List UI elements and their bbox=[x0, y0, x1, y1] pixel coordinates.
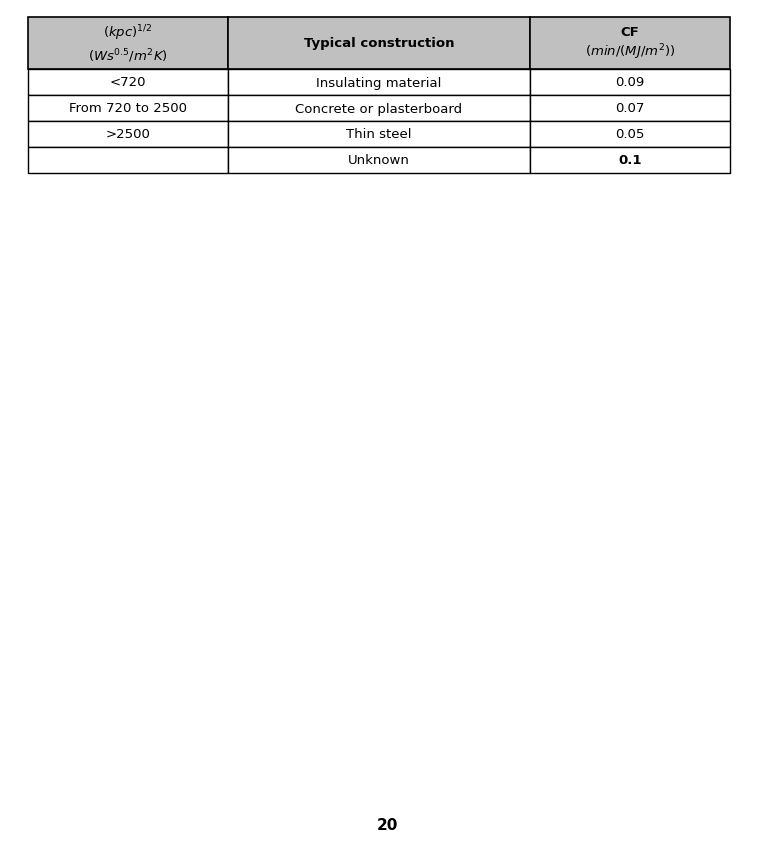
Text: Concrete or plasterboard: Concrete or plasterboard bbox=[295, 102, 463, 115]
Bar bbox=[530, 70, 730, 96]
Text: >2500: >2500 bbox=[105, 128, 150, 142]
Bar bbox=[228, 18, 530, 70]
Bar bbox=[228, 122, 530, 148]
Bar bbox=[530, 122, 730, 148]
Text: Insulating material: Insulating material bbox=[316, 77, 442, 90]
Text: 0.09: 0.09 bbox=[615, 77, 645, 90]
Text: $(kpc)^{1/2}$
$(Ws^{0.5}/m^{2}K)$: $(kpc)^{1/2}$ $(Ws^{0.5}/m^{2}K)$ bbox=[88, 23, 168, 65]
Text: <720: <720 bbox=[110, 77, 146, 90]
Bar bbox=[28, 96, 228, 122]
Text: 0.1: 0.1 bbox=[618, 154, 642, 167]
Text: 20: 20 bbox=[377, 817, 398, 833]
Bar bbox=[28, 148, 228, 174]
Bar bbox=[28, 122, 228, 148]
Text: From 720 to 2500: From 720 to 2500 bbox=[69, 102, 187, 115]
Text: CF
$(min/(MJ/m^{2}))$: CF $(min/(MJ/m^{2}))$ bbox=[584, 26, 675, 62]
Bar bbox=[28, 18, 228, 70]
Bar bbox=[228, 96, 530, 122]
Text: 0.05: 0.05 bbox=[615, 128, 645, 142]
Text: Unknown: Unknown bbox=[348, 154, 410, 167]
Bar bbox=[530, 18, 730, 70]
Text: 0.07: 0.07 bbox=[615, 102, 645, 115]
Bar bbox=[28, 70, 228, 96]
Bar bbox=[530, 96, 730, 122]
Bar bbox=[228, 148, 530, 174]
Text: Typical construction: Typical construction bbox=[304, 38, 454, 50]
Text: Thin steel: Thin steel bbox=[346, 128, 412, 142]
Bar bbox=[228, 70, 530, 96]
Bar bbox=[530, 148, 730, 174]
